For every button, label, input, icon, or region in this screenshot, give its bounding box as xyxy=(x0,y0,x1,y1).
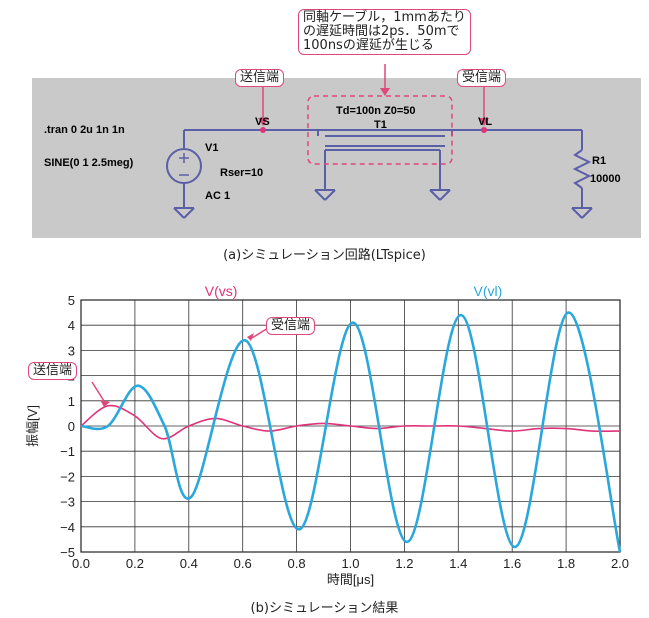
tline-name: T1 xyxy=(374,119,387,131)
y-axis-label: 振幅[V] xyxy=(25,405,40,447)
x-tick-label: 0.4 xyxy=(180,556,198,571)
y-tick-label: 4 xyxy=(68,318,75,333)
source-ac: AC 1 xyxy=(205,190,231,202)
legend-vs: V(vs) xyxy=(205,283,238,299)
result-caption: (b)シミュレーション結果 xyxy=(250,601,399,616)
source-name: V1 xyxy=(205,142,219,154)
node-vl-label: VL xyxy=(478,116,493,128)
load-value: 10000 xyxy=(590,173,621,185)
series-vl-line xyxy=(80,311,622,553)
coax-delay-callout: 同軸ケーブル，1mmあたり の遅延時間は2ps．50mで 100nsの遅延が生じ… xyxy=(298,9,471,55)
schematic-wires xyxy=(166,64,593,219)
y-tick-label: 1 xyxy=(68,394,75,409)
y-tick-label: −1 xyxy=(60,444,75,459)
plot-recv-callout: 受信端 xyxy=(266,317,316,335)
coax-delay-callout-line1: 同軸ケーブル，1mmあたり xyxy=(303,10,466,25)
y-tick-label: −3 xyxy=(60,495,75,510)
recv-arrow-head xyxy=(247,333,254,341)
x-tick-label: 2.0 xyxy=(611,556,629,571)
series-vs-line xyxy=(80,404,621,440)
sim-directive: .tran 0 2u 1n 1n xyxy=(44,124,125,136)
schematic-panel xyxy=(32,78,641,238)
legend-vl: V(vl) xyxy=(474,283,503,299)
send-arrow-head xyxy=(100,400,110,407)
waveform-chart: 0.00.20.40.60.81.01.21.41.61.82.0543210−… xyxy=(25,283,629,587)
circuit-caption: (a)シミュレーション回路(LTspice) xyxy=(223,248,426,263)
send-end-callout: 送信端 xyxy=(235,69,285,87)
node-vs-label: VS xyxy=(255,116,270,128)
coax-delay-callout-line2: の遅延時間は2ps．50mで xyxy=(303,24,460,39)
x-tick-label: 1.0 xyxy=(341,556,359,571)
y-tick-label: 3 xyxy=(68,343,75,358)
y-tick-label: 5 xyxy=(68,293,75,308)
x-axis-label: 時間[μs] xyxy=(327,572,374,587)
x-tick-label: 0.6 xyxy=(234,556,252,571)
x-tick-label: 0.2 xyxy=(126,556,144,571)
x-tick-label: 0.0 xyxy=(72,556,90,571)
send-arrow-line xyxy=(91,381,105,402)
x-tick-label: 1.2 xyxy=(395,556,413,571)
x-tick-label: 0.8 xyxy=(288,556,306,571)
source-rser: Rser=10 xyxy=(220,167,264,179)
coax-delay-callout-line3: 100nsの遅延が生じる xyxy=(303,38,434,53)
load-name: R1 xyxy=(592,155,607,167)
source-function: SINE(0 1 2.5meg) xyxy=(44,157,134,169)
recv-end-callout: 受信端 xyxy=(457,69,507,87)
recv-arrow-line xyxy=(251,327,269,339)
y-tick-label: 0 xyxy=(68,419,75,434)
x-tick-label: 1.6 xyxy=(503,556,521,571)
x-tick-label: 1.8 xyxy=(557,556,575,571)
y-tick-label: −4 xyxy=(60,520,75,535)
y-tick-label: −5 xyxy=(60,545,75,560)
tline-params: Td=100n Z0=50 xyxy=(336,105,416,117)
x-tick-label: 1.4 xyxy=(449,556,467,571)
plot-send-callout: 送信端 xyxy=(28,362,78,380)
y-tick-label: −2 xyxy=(60,469,75,484)
